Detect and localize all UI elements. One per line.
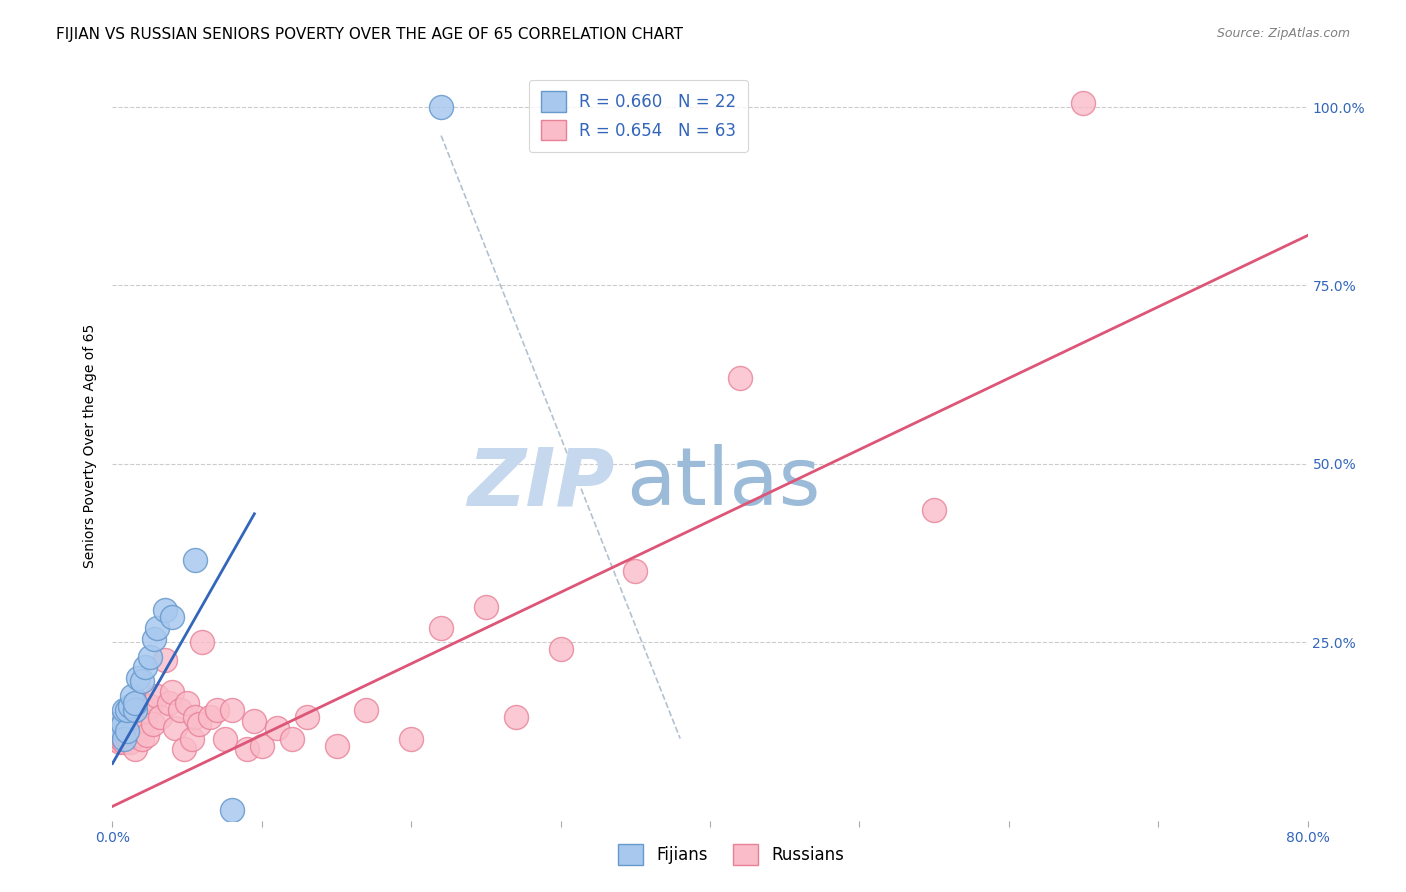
- Point: [111, 721, 134, 735]
- Point: [111, 728, 134, 742]
- Point: [157, 696, 180, 710]
- Text: FIJIAN VS RUSSIAN SENIORS POVERTY OVER THE AGE OF 65 CORRELATION CHART: FIJIAN VS RUSSIAN SENIORS POVERTY OVER T…: [56, 27, 683, 42]
- Point: [356, 703, 378, 717]
- Point: [146, 621, 169, 635]
- Point: [153, 603, 176, 617]
- Point: [198, 710, 221, 724]
- Point: [142, 717, 165, 731]
- Point: [114, 703, 135, 717]
- Point: [111, 717, 134, 731]
- Point: [117, 703, 139, 717]
- Point: [121, 689, 143, 703]
- Point: [430, 621, 453, 635]
- Point: [124, 696, 146, 710]
- Point: [183, 553, 205, 567]
- Legend: Fijians, Russians: Fijians, Russians: [609, 834, 853, 875]
- Point: [250, 739, 273, 753]
- Point: [221, 803, 243, 817]
- Point: [1073, 96, 1095, 111]
- Point: [108, 717, 131, 731]
- Point: [188, 717, 211, 731]
- Point: [139, 699, 162, 714]
- Point: [108, 735, 131, 749]
- Point: [146, 689, 169, 703]
- Point: [143, 632, 166, 646]
- Point: [131, 674, 153, 689]
- Point: [430, 100, 453, 114]
- Point: [162, 685, 183, 699]
- Point: [728, 371, 751, 385]
- Point: [129, 696, 152, 710]
- Point: [475, 599, 498, 614]
- Point: [104, 717, 127, 731]
- Point: [132, 703, 155, 717]
- Point: [165, 721, 187, 735]
- Point: [110, 731, 132, 746]
- Point: [922, 503, 945, 517]
- Point: [125, 710, 148, 724]
- Point: [122, 721, 145, 735]
- Point: [169, 703, 191, 717]
- Point: [117, 724, 139, 739]
- Point: [295, 710, 318, 724]
- Point: [131, 731, 153, 746]
- Point: [114, 731, 135, 746]
- Point: [127, 728, 149, 742]
- Legend: R = 0.660   N = 22, R = 0.654   N = 63: R = 0.660 N = 22, R = 0.654 N = 63: [529, 79, 748, 152]
- Point: [107, 724, 129, 739]
- Point: [149, 710, 172, 724]
- Point: [120, 735, 142, 749]
- Point: [214, 731, 236, 746]
- Point: [221, 703, 243, 717]
- Point: [505, 710, 527, 724]
- Point: [236, 742, 259, 756]
- Point: [114, 735, 135, 749]
- Point: [183, 710, 205, 724]
- Point: [325, 739, 347, 753]
- Point: [134, 660, 156, 674]
- Point: [115, 728, 138, 742]
- Point: [114, 714, 135, 728]
- Point: [104, 731, 127, 746]
- Point: [180, 731, 202, 746]
- Point: [135, 728, 157, 742]
- Point: [108, 721, 131, 735]
- Point: [121, 714, 143, 728]
- Point: [118, 724, 141, 739]
- Point: [134, 714, 156, 728]
- Point: [120, 699, 142, 714]
- Point: [624, 564, 647, 578]
- Point: [401, 731, 423, 746]
- Point: [550, 642, 572, 657]
- Point: [117, 710, 139, 724]
- Point: [117, 731, 139, 746]
- Point: [266, 721, 288, 735]
- Point: [173, 742, 195, 756]
- Point: [243, 714, 266, 728]
- Point: [124, 703, 146, 717]
- Point: [162, 610, 183, 624]
- Text: ZIP: ZIP: [467, 444, 614, 523]
- Y-axis label: Seniors Poverty Over the Age of 65: Seniors Poverty Over the Age of 65: [83, 324, 97, 568]
- Point: [191, 635, 214, 649]
- Point: [205, 703, 228, 717]
- Point: [153, 653, 176, 667]
- Point: [139, 649, 162, 664]
- Point: [124, 742, 146, 756]
- Point: [128, 721, 150, 735]
- Point: [281, 731, 304, 746]
- Text: Source: ZipAtlas.com: Source: ZipAtlas.com: [1216, 27, 1350, 40]
- Text: atlas: atlas: [627, 444, 821, 523]
- Point: [124, 703, 146, 717]
- Point: [127, 671, 149, 685]
- Point: [176, 696, 198, 710]
- Point: [105, 728, 128, 742]
